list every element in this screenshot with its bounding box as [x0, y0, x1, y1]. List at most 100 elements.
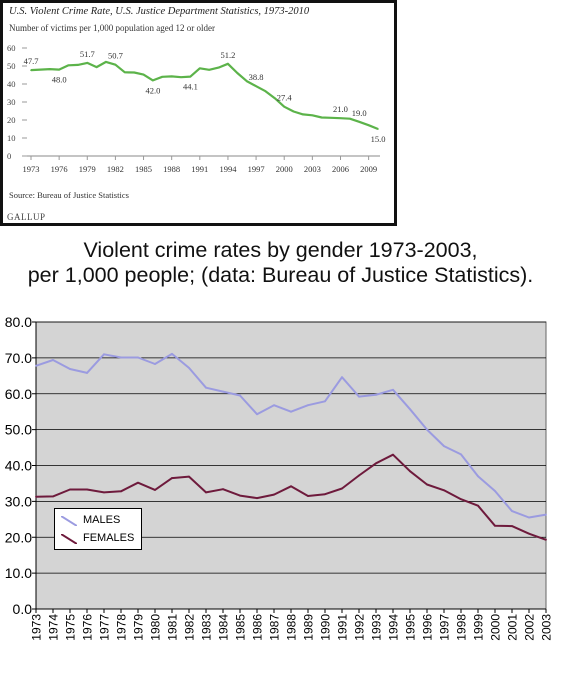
bottom-data-point-males: [324, 400, 326, 403]
top-data-point: [339, 117, 342, 119]
top-data-label: 15.0: [371, 134, 386, 144]
bottom-data-point-females: [171, 477, 173, 479]
top-y-tick-label: 60: [7, 43, 16, 53]
bottom-data-point-females: [324, 493, 326, 496]
top-x-tick-label: 1994: [219, 164, 237, 174]
bottom-data-point-males: [154, 363, 156, 365]
bottom-data-point-males: [307, 404, 309, 407]
bottom-data-point-males: [256, 413, 258, 416]
bottom-data-point-females: [256, 497, 258, 500]
top-data-label: 48.0: [52, 75, 67, 85]
top-data-label: 51.2: [221, 50, 236, 60]
top-data-point: [161, 76, 164, 78]
bottom-x-tick-label: 2003: [540, 614, 554, 641]
top-data-label: 50.7: [108, 51, 123, 61]
bottom-data-point-females: [392, 453, 394, 456]
bottom-data-point-males: [171, 353, 173, 355]
bottom-x-tick-label: 1976: [81, 614, 95, 641]
bottom-data-point-females: [205, 491, 207, 494]
bottom-data-point-males: [290, 410, 292, 413]
bottom-x-tick-label: 1991: [336, 614, 350, 641]
legend-entry-males: MALES: [61, 514, 141, 528]
bottom-data-point-males: [443, 445, 445, 448]
bottom-x-tick-label: 1993: [370, 614, 384, 641]
top-data-point: [227, 63, 229, 65]
bottom-x-tick-label: 1982: [183, 614, 197, 641]
bottom-x-tick-label: 1984: [217, 614, 231, 641]
top-data-point: [48, 68, 51, 70]
top-data-point: [189, 75, 192, 78]
bottom-x-tick-label: 1985: [234, 614, 248, 641]
top-y-tick-label: 40: [7, 79, 16, 89]
bottom-data-point-females: [358, 474, 360, 477]
top-x-tick-label: 1991: [191, 164, 208, 174]
top-data-point: [330, 117, 332, 119]
bottom-data-point-females: [154, 488, 156, 491]
top-x-tick-label: 2009: [360, 164, 377, 174]
top-data-point: [152, 79, 154, 82]
top-data-label: 44.1: [183, 82, 198, 92]
bottom-data-point-males: [392, 388, 394, 391]
top-data-point: [142, 73, 145, 76]
bottom-chart-title: Violent crime rates by gender 1973-2003,…: [0, 238, 561, 288]
top-y-tick-label: 30: [7, 97, 16, 107]
top-x-tick-label: 2003: [304, 164, 321, 174]
bottom-x-tick-label: 1989: [302, 614, 316, 641]
top-data-point: [274, 97, 276, 100]
top-data-label: 21.0: [333, 104, 348, 114]
top-data-point: [114, 63, 117, 66]
bottom-data-point-females: [69, 488, 71, 491]
bottom-data-point-males: [341, 376, 343, 379]
top-x-tick-label: 1973: [23, 164, 40, 174]
top-chart-subtitle: Number of victims per 1,000 population a…: [9, 23, 215, 33]
bottom-x-tick-label: 1992: [353, 614, 367, 641]
top-x-tick-label: 1982: [107, 164, 124, 174]
top-data-point: [86, 62, 89, 64]
top-y-tick-label: 10: [7, 133, 16, 143]
bottom-x-tick-label: 1986: [251, 614, 265, 641]
bottom-y-tick-label: 50.0: [5, 422, 32, 438]
top-data-point: [199, 67, 201, 70]
top-data-point: [292, 110, 295, 113]
bottom-data-point-males: [103, 353, 105, 356]
bottom-data-point-males: [494, 490, 496, 492]
top-data-point: [320, 116, 323, 119]
top-y-tick-label: 50: [7, 61, 16, 71]
bottom-x-tick-label: 1981: [166, 614, 180, 641]
bottom-data-point-males: [375, 393, 377, 396]
legend-swatch-males: [61, 516, 77, 526]
bottom-data-point-females: [426, 483, 428, 486]
bottom-data-point-females: [341, 487, 343, 490]
top-x-tick-label: 2006: [332, 164, 349, 174]
top-data-point: [245, 80, 248, 82]
top-data-label: 27.4: [277, 93, 293, 103]
bottom-x-tick-label: 1973: [30, 614, 44, 641]
bottom-x-tick-label: 2002: [523, 614, 537, 641]
top-x-tick-label: 1988: [163, 164, 180, 174]
bottom-data-point-females: [409, 470, 411, 473]
bottom-x-tick-label: 1974: [47, 614, 61, 641]
bottom-data-point-females: [188, 475, 190, 478]
top-x-tick-label: 1985: [135, 164, 152, 174]
top-data-point: [77, 64, 79, 66]
top-data-point: [133, 71, 135, 74]
bottom-x-tick-label: 1977: [98, 614, 112, 641]
bottom-chart-legend: MALES FEMALES: [54, 508, 142, 550]
bottom-x-tick-label: 1994: [387, 614, 401, 641]
bottom-y-tick-label: 70.0: [5, 350, 32, 366]
legend-label-females: FEMALES: [83, 532, 135, 544]
bottom-data-point-females: [460, 498, 462, 501]
top-data-point: [236, 72, 239, 74]
top-data-point: [283, 105, 286, 108]
bottom-data-point-males: [52, 359, 54, 361]
top-data-point: [170, 75, 173, 78]
top-data-point: [105, 61, 107, 63]
bottom-y-tick-label: 10.0: [5, 565, 32, 581]
bottom-data-point-males: [222, 390, 224, 393]
bottom-data-point-males: [426, 428, 428, 431]
bottom-x-tick-label: 1979: [132, 614, 146, 641]
bottom-data-point-females: [103, 491, 105, 494]
top-data-point: [58, 68, 60, 71]
top-chart-source: Source: Bureau of Justice Statistics: [9, 190, 129, 200]
bottom-x-tick-label: 1995: [404, 614, 418, 641]
